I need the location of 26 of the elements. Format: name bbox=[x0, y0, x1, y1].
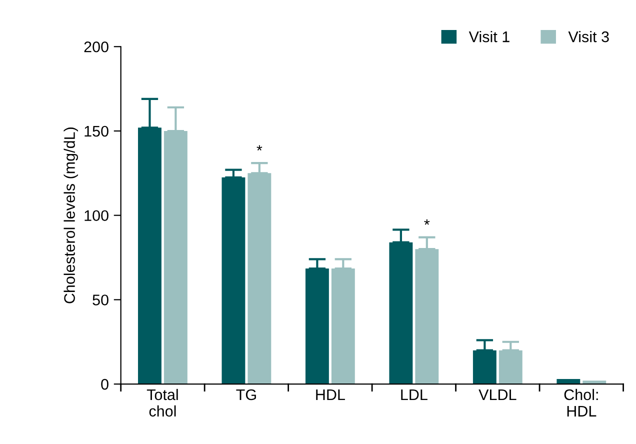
legend-label: Visit 3 bbox=[568, 31, 609, 42]
bar bbox=[498, 350, 522, 384]
y-tick-label: 0 bbox=[101, 378, 108, 390]
y-tick-label: 50 bbox=[92, 294, 108, 306]
bar bbox=[248, 173, 272, 384]
annotation: * bbox=[256, 145, 262, 151]
bar bbox=[164, 130, 188, 384]
x-tick-label: Chol: HDL bbox=[564, 388, 598, 416]
x-tick-label: Total chol bbox=[146, 388, 178, 417]
bar bbox=[305, 268, 329, 384]
x-tick-label: VLDL bbox=[478, 389, 516, 400]
x-tick-label: HDL bbox=[316, 389, 345, 400]
bar bbox=[472, 350, 496, 384]
y-axis-title: Cholesterol levels (mg/dL) bbox=[64, 128, 78, 304]
bar bbox=[138, 128, 162, 384]
x-tick-label: TG bbox=[236, 389, 256, 400]
bar bbox=[331, 268, 355, 384]
x-tick-label: LDL bbox=[401, 389, 428, 400]
bar bbox=[415, 249, 439, 384]
bar bbox=[222, 177, 246, 384]
bar bbox=[389, 242, 413, 384]
legend-label: Visit 1 bbox=[468, 31, 510, 42]
annotation: * bbox=[424, 219, 430, 225]
y-tick-label: 150 bbox=[84, 126, 108, 137]
y-tick-label: 100 bbox=[84, 210, 108, 222]
y-tick-label: 200 bbox=[84, 41, 108, 52]
